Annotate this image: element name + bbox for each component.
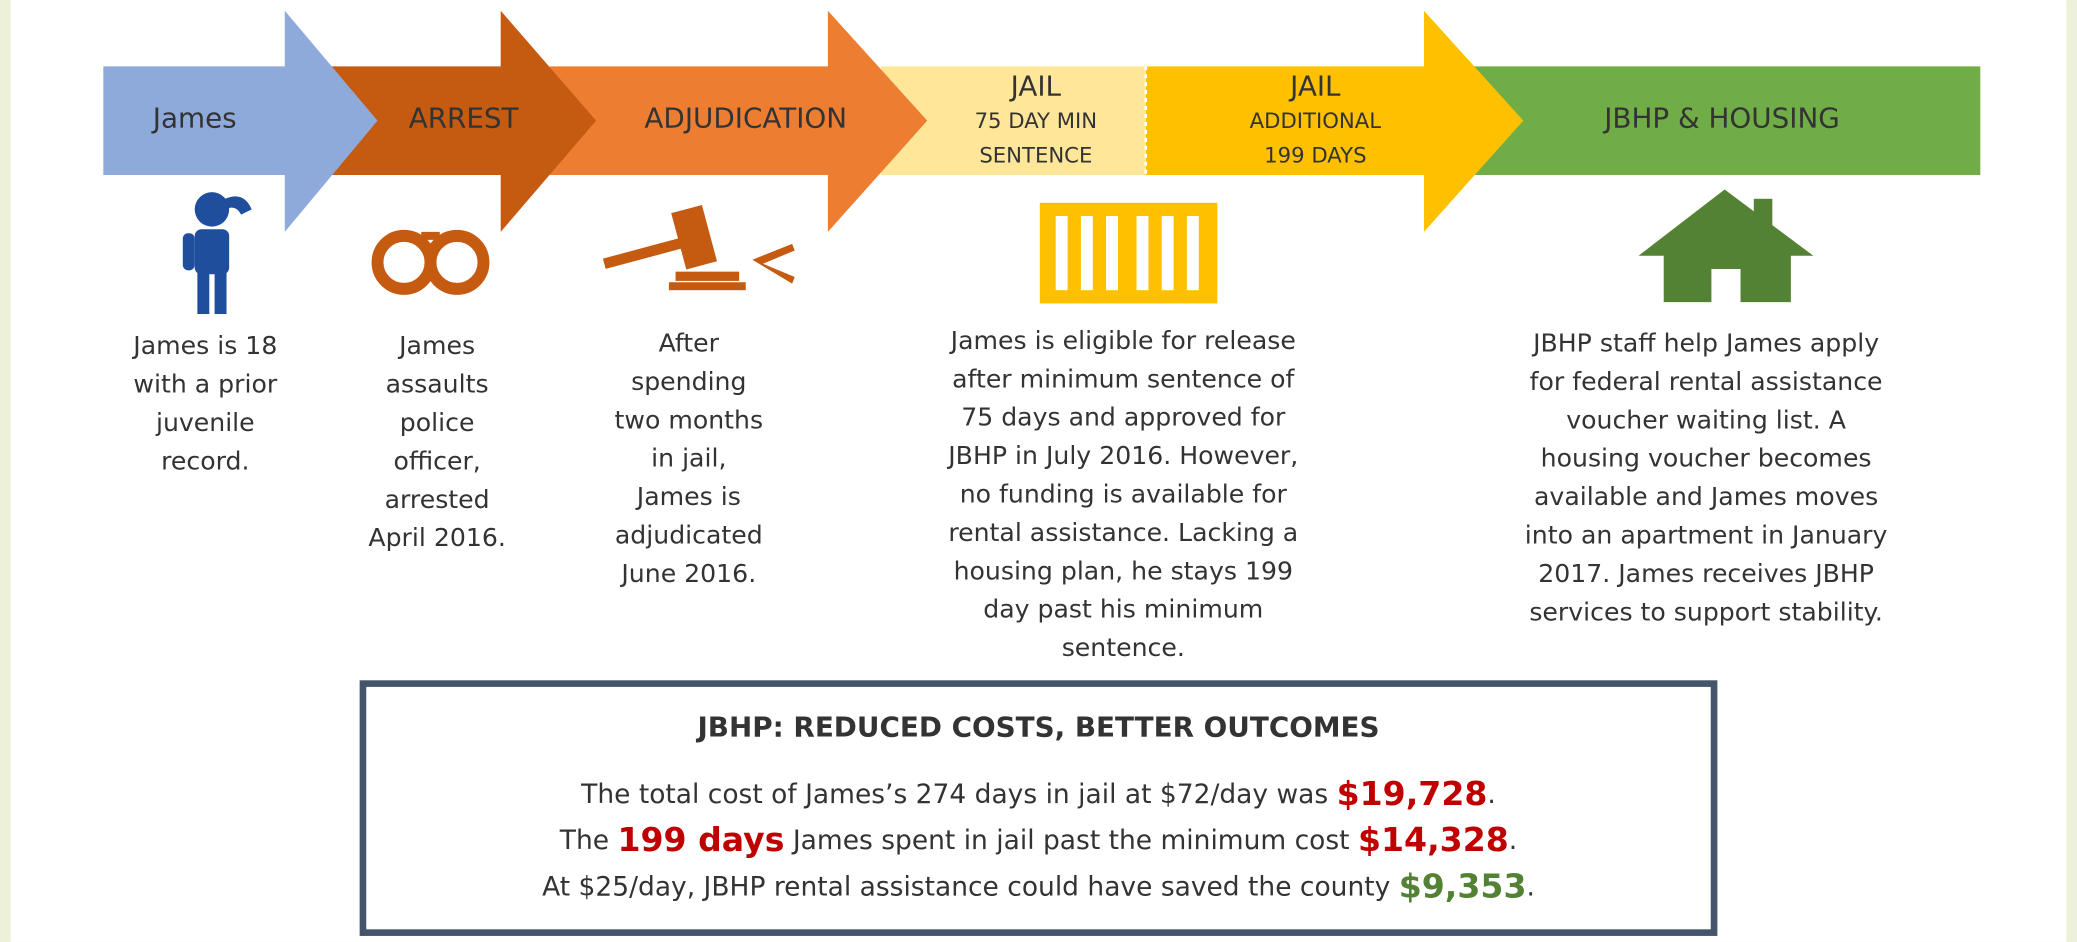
summary-lines: The total cost of James’s 274 days in ja… [542,773,1535,905]
stage-label: James [151,101,237,134]
stage-description: sentence. [1062,633,1185,662]
stage-description: adjudicated [615,521,763,550]
highlight: $9,353 [1399,866,1527,905]
stage-description: two months [615,405,764,434]
stage-arrow [549,10,928,232]
highlight: 199 days [617,820,784,859]
stage-description: into an apartment in January [1525,521,1888,550]
stage-description: 75 days and approved for [961,403,1286,432]
stage-description: record. [161,446,249,475]
stage-label: ADDITIONAL [1250,108,1382,133]
summary-text: At $25/day, JBHP rental assistance could… [542,871,1399,902]
highlight: $19,728 [1337,773,1488,812]
stage-description: April 2016. [368,523,506,552]
arrows: James ARREST ADJUDICATION JAIL 75 DAY MIN SEN… [103,10,1981,232]
stage-description: in jail, [651,444,726,473]
stage-description: no funding is available for [960,480,1288,509]
stage-description: juvenile [155,408,255,437]
stage-description: arrested [385,485,490,514]
jail-icon [1039,202,1218,304]
summary-text: . [1526,871,1534,902]
person-icon [182,192,252,315]
summary-line: The 199 days James spent in jail past th… [559,820,1517,859]
stage-description: available and James moves [1534,482,1878,511]
stage-arrow [1470,66,1981,175]
stage-description: JBHP staff help James apply [1531,328,1879,357]
stage-label: JAIL [1009,70,1062,103]
stage-description: with a prior [133,370,277,399]
stage-description: for federal rental assistance [1530,367,1883,396]
stage-description: 2017. James receives JBHP [1538,559,1874,588]
stage-description: JBHP in July 2016. However, [946,441,1298,470]
stage-label: ADJUDICATION [644,101,847,134]
stage-arrow [103,10,378,232]
summary-line: At $25/day, JBHP rental assistance could… [542,866,1535,905]
stage-description: rental assistance. Lacking a [948,518,1298,547]
summary-title: JBHP: REDUCED COSTS, BETTER OUTCOMES [695,711,1379,744]
stage-label: SENTENCE [979,142,1092,167]
stage-description: housing voucher becomes [1541,444,1872,473]
stage-description: voucher waiting list. A [1566,405,1846,434]
stage-label: JAIL [1288,70,1341,103]
stage-description: James is eligible for release [949,326,1296,355]
handcuffs-icon [371,229,490,295]
stage-description: James is [635,482,741,511]
stage-arrow [331,10,597,232]
stage-description: After [659,328,720,357]
summary-line: The total cost of James’s 274 days in ja… [580,773,1496,812]
stage-description: James is 18 [131,331,277,360]
stage-description: services to support stability. [1529,597,1883,626]
stage-description: day past his minimum [983,595,1263,624]
gavel-icon [602,204,795,291]
stage-description: assaults [386,370,489,399]
summary-text: The total cost of James’s 274 days in ja… [580,778,1336,809]
stage-description: after minimum sentence of [952,364,1295,393]
stage-label: 199 DAYS [1264,142,1366,167]
stage-description: June 2016. [619,559,756,588]
stage-description: James [397,331,475,360]
summary-text: James spent in jail past the minimum cos… [784,825,1358,856]
descriptions: James is 18 with a prior juvenile record. Ja… [131,326,1887,662]
stage-label: ARREST [409,101,520,134]
summary-box [359,680,1718,936]
stage-arrow [1145,10,1524,232]
stage-description: housing plan, he stays 199 [954,556,1293,585]
stage-label: 75 DAY MIN [975,108,1098,133]
stage-description: officer, [393,446,480,475]
stage-label: JBHP & HOUSING [1602,101,1840,134]
summary-text: . [1487,778,1495,809]
summary-text: The [559,825,618,856]
summary-text: . [1509,825,1517,856]
highlight: $14,328 [1358,820,1509,859]
house-icon [1638,189,1814,303]
stage-arrow [880,66,1146,175]
stage-description: spending [631,367,746,396]
stage-description: police [400,408,475,437]
